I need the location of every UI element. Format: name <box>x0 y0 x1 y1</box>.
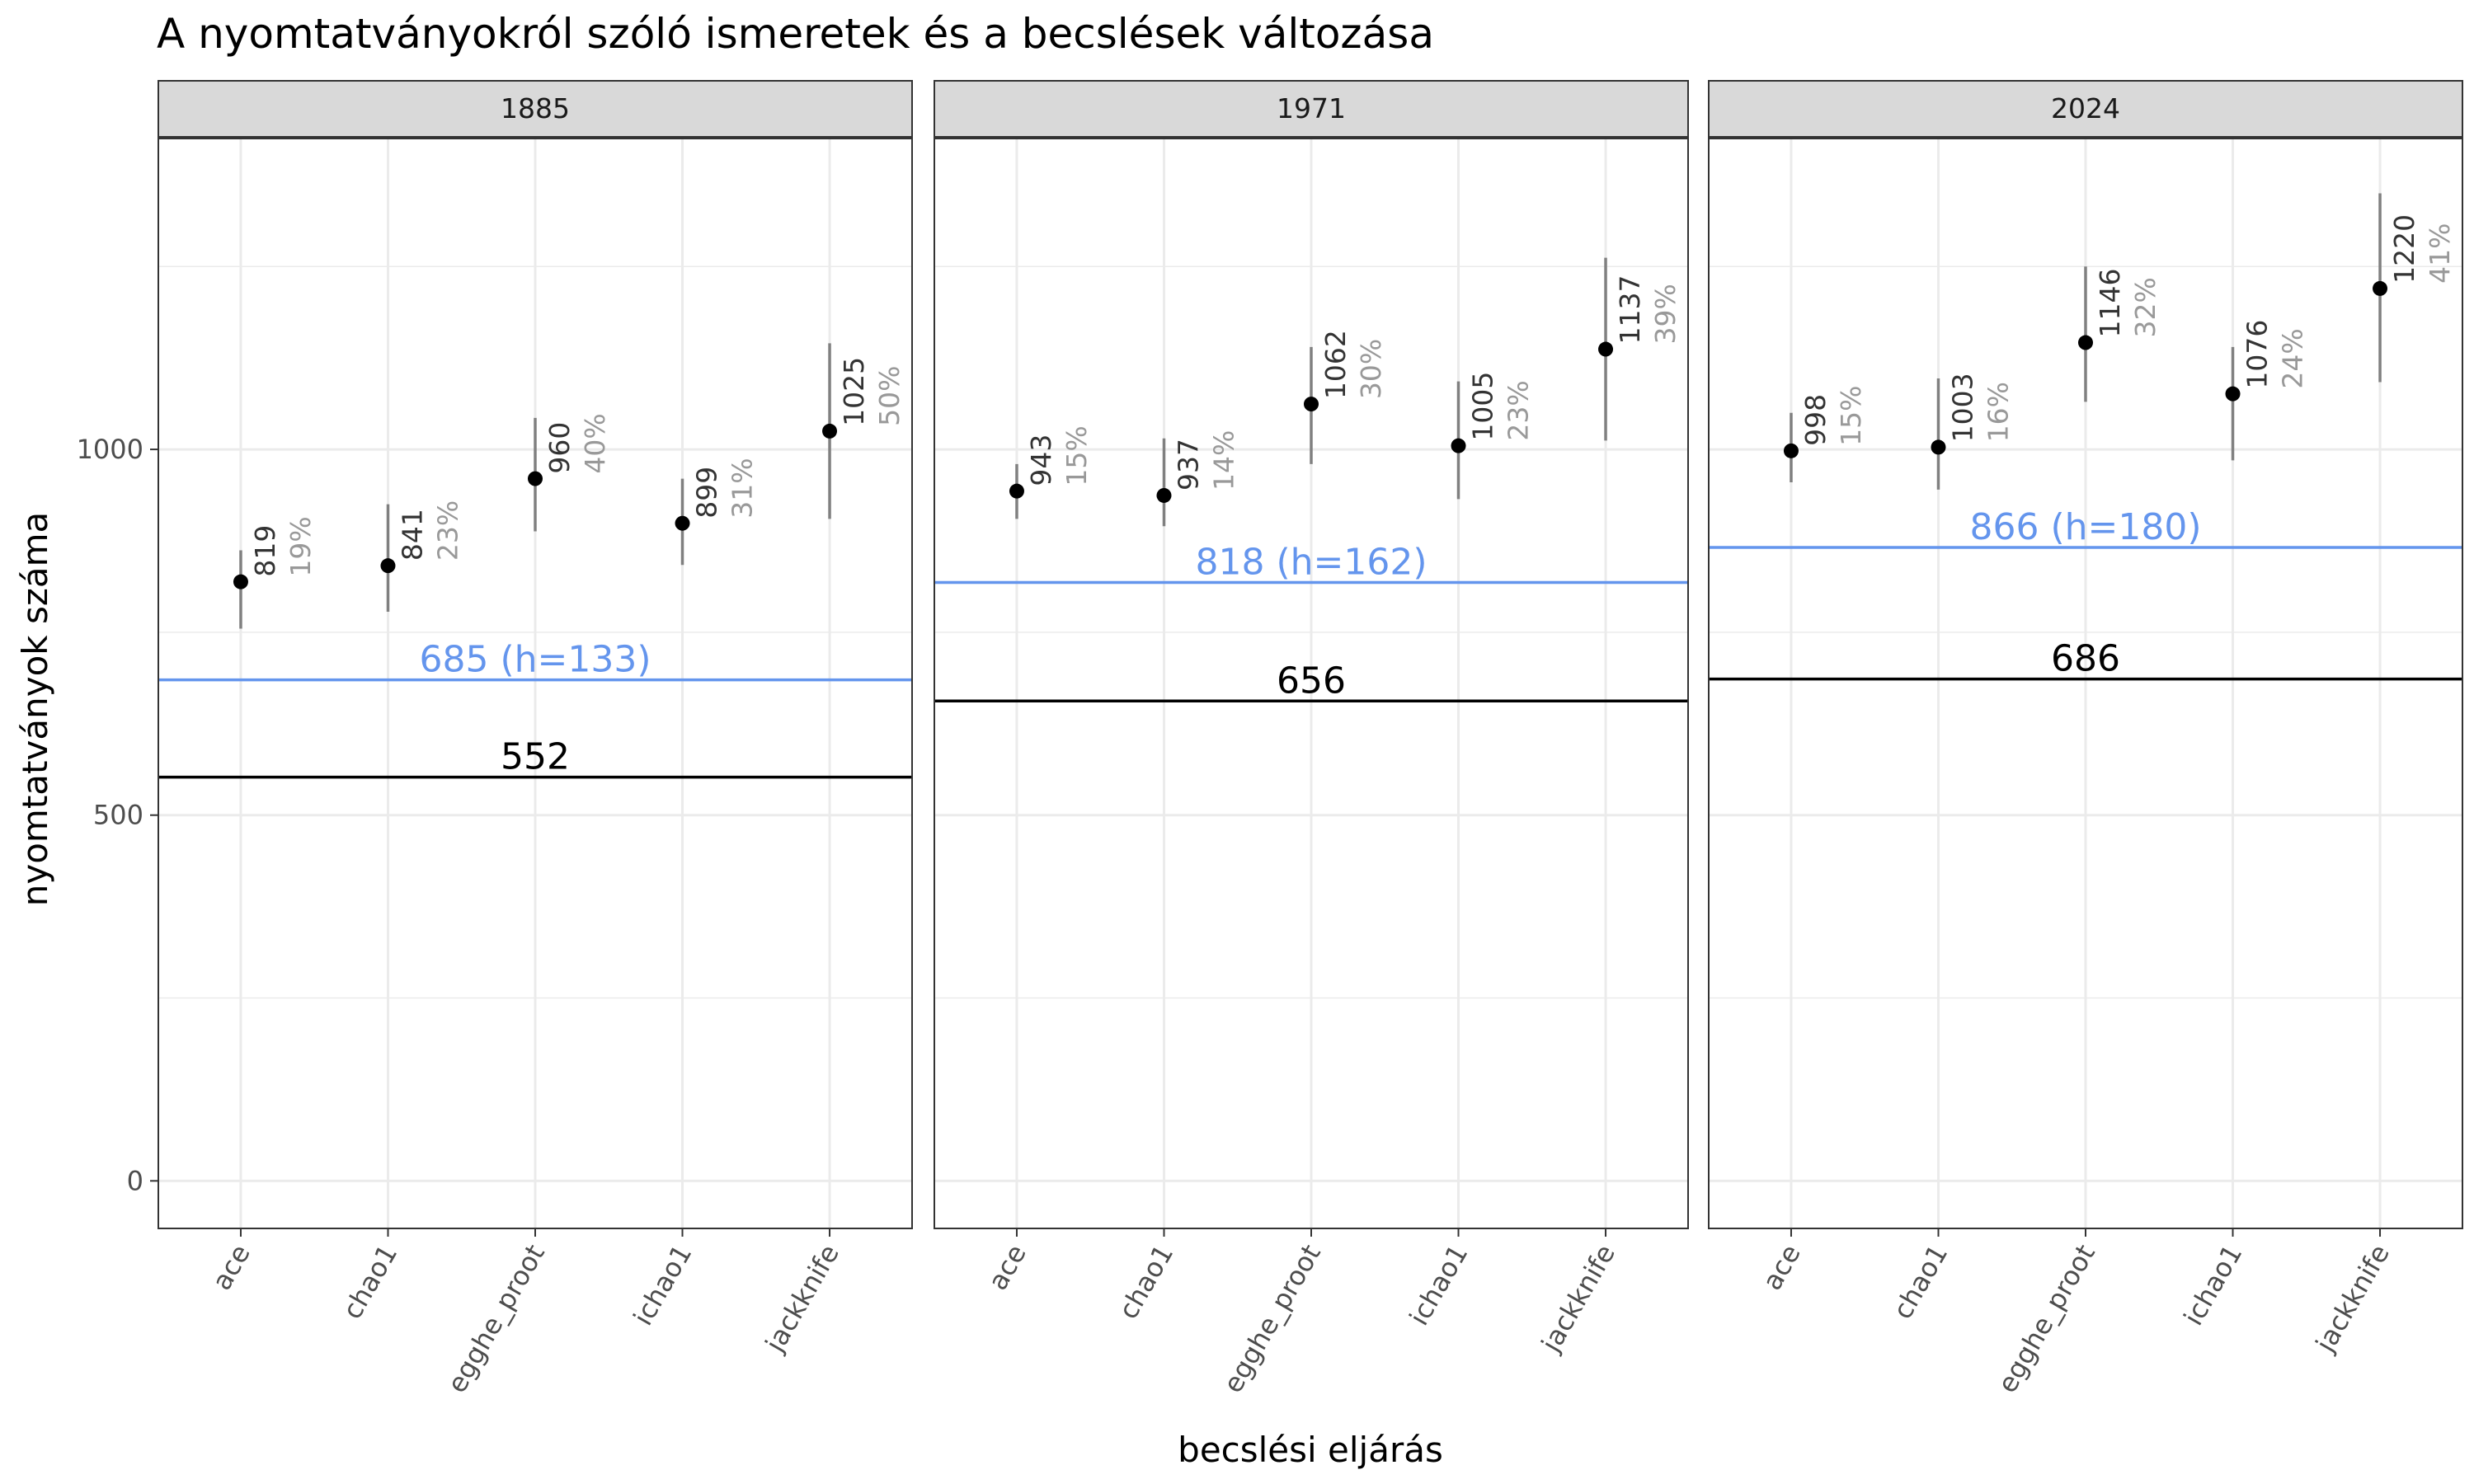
percent-label: 14% <box>1207 430 1239 491</box>
value-label: 943 <box>1025 434 1057 486</box>
percent-label: 23% <box>1503 380 1535 440</box>
x-tick-label: egghe_proot <box>1992 1239 2101 1398</box>
value-label: 1076 <box>2241 320 2274 389</box>
value-label: 1005 <box>1467 372 1499 441</box>
percent-label: 23% <box>431 500 463 561</box>
data-point <box>528 471 543 486</box>
percent-label: 15% <box>1061 425 1093 486</box>
reference-label: 818 (h=162) <box>1195 542 1427 584</box>
x-tick-label: chao1 <box>1112 1239 1180 1324</box>
facet-strip-label: 2024 <box>2051 92 2120 124</box>
y-axis: 0 500 1000 <box>77 434 158 1196</box>
facet-strip-label: 1885 <box>501 92 570 124</box>
known-total-label: 686 <box>2051 638 2120 680</box>
x-tick-label: ace <box>1757 1239 1807 1295</box>
percent-label: 39% <box>1649 284 1681 344</box>
y-tick-label: 0 <box>127 1165 143 1196</box>
facet-panel-2024: 2024 686 866 (h=180) 998 15% 1003 16% 1146 32% 10… <box>1708 80 2463 1398</box>
percent-label: 50% <box>873 366 905 426</box>
percent-label: 31% <box>727 458 759 518</box>
value-label: 1137 <box>1614 275 1646 345</box>
x-tick-label: jackknife <box>759 1239 845 1358</box>
value-label: 1062 <box>1319 330 1352 399</box>
value-label: 960 <box>543 422 576 474</box>
value-label: 1146 <box>2094 269 2126 338</box>
x-tick-label: ace <box>982 1239 1032 1295</box>
percent-label: 15% <box>1835 385 1867 445</box>
x-tick-label: ace <box>206 1239 256 1295</box>
value-label: 998 <box>1799 394 1832 446</box>
value-label: 1025 <box>838 357 870 426</box>
y-tick-label: 500 <box>93 800 143 831</box>
facet-strip <box>1708 80 2463 138</box>
data-point <box>1451 438 1466 453</box>
percent-label: 16% <box>1982 382 2014 442</box>
percent-label: 30% <box>1355 339 1387 399</box>
value-label: 937 <box>1172 439 1204 491</box>
data-point <box>2373 280 2388 296</box>
x-tick-label: ichao1 <box>2177 1239 2248 1331</box>
known-total-label: 552 <box>501 736 570 778</box>
percent-label: 40% <box>579 413 611 473</box>
data-point <box>1009 483 1024 499</box>
x-tick-label: ichao1 <box>627 1239 698 1331</box>
data-point <box>822 423 838 439</box>
value-label: 1003 <box>1946 373 1978 442</box>
x-tick-label: egghe_proot <box>441 1239 551 1398</box>
known-total-label: 656 <box>1277 660 1346 702</box>
y-tick-label: 1000 <box>77 434 143 465</box>
data-point <box>1304 397 1319 412</box>
percent-label: 32% <box>2129 277 2161 337</box>
x-tick-label: jackknife <box>2309 1239 2396 1358</box>
x-tick-label: jackknife <box>1535 1239 1621 1358</box>
facet-strip-label: 1971 <box>1277 92 1346 124</box>
value-label: 819 <box>249 525 281 577</box>
data-point <box>2078 335 2093 350</box>
percent-label: 24% <box>2277 328 2309 388</box>
y-axis-title: nyomtatványok száma <box>15 512 55 907</box>
percent-label: 19% <box>285 516 317 576</box>
value-label: 1220 <box>2388 214 2420 284</box>
x-axis-title: becslési eljárás <box>1178 1430 1443 1470</box>
x-tick-label: chao1 <box>1887 1239 1954 1324</box>
data-point <box>1598 341 1614 357</box>
data-point <box>1156 487 1172 503</box>
x-tick-label: ichao1 <box>1403 1239 1474 1331</box>
facet-panel-1885: 1885 552 685 (h=133) 819 19% 841 23% 960 40% 899 3… <box>158 80 913 1398</box>
facet-panel-1971: 1971 656 818 (h=162) 943 15% 937 14% 1062 30% 100… <box>934 80 1689 1398</box>
data-point <box>1783 443 1799 458</box>
data-point <box>2225 386 2241 402</box>
x-tick-label: chao1 <box>336 1239 404 1324</box>
chart-title: A nyomtatványokról szóló ismeretek és a … <box>157 10 1434 58</box>
data-point <box>675 515 690 531</box>
facet-strip <box>158 80 913 138</box>
data-point <box>380 558 396 574</box>
value-label: 899 <box>691 467 723 519</box>
x-tick-label: egghe_proot <box>1217 1239 1327 1398</box>
facet-strip <box>934 80 1689 138</box>
reference-label: 685 (h=133) <box>419 639 651 681</box>
value-label: 841 <box>396 509 428 561</box>
percent-label: 41% <box>2424 223 2456 284</box>
data-point <box>1931 439 1946 455</box>
reference-label: 866 (h=180) <box>1969 506 2201 548</box>
data-point <box>233 574 248 589</box>
